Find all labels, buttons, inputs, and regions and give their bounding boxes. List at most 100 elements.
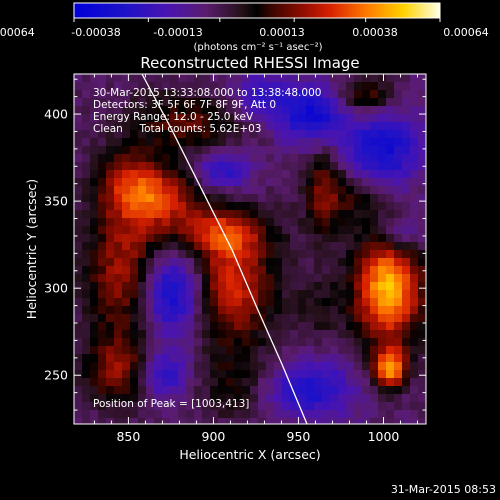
heatmap-cell [154, 306, 163, 315]
heatmap-cell [122, 290, 131, 299]
heatmap-cell [106, 386, 115, 395]
heatmap-cell [74, 322, 83, 331]
heatmap-cell [338, 394, 347, 403]
heatmap-cell [98, 274, 107, 283]
heatmap-cell [274, 130, 283, 139]
heatmap-cell [274, 378, 283, 387]
heatmap-cell [402, 370, 411, 379]
heatmap-cell [162, 410, 171, 419]
heatmap-cell [338, 362, 347, 371]
heatmap-cell [298, 130, 307, 139]
heatmap-cell [98, 202, 107, 211]
heatmap-cell [266, 410, 275, 419]
heatmap-cell [386, 154, 395, 163]
heatmap-cell [346, 114, 355, 123]
heatmap-cell [178, 362, 187, 371]
heatmap-cell [362, 258, 371, 267]
heatmap-cell [122, 362, 131, 371]
heatmap-cell [322, 82, 331, 91]
heatmap-cell [418, 298, 426, 307]
heatmap-cell [122, 90, 131, 99]
heatmap-cell [234, 194, 243, 203]
heatmap-cell [186, 306, 195, 315]
heatmap-cell [226, 378, 235, 387]
heatmap-cell [186, 106, 195, 115]
heatmap-cell [194, 114, 203, 123]
heatmap-cell [202, 186, 211, 195]
heatmap-cell [298, 346, 307, 355]
heatmap-cell [330, 178, 339, 187]
heatmap-cell [194, 330, 203, 339]
heatmap-cell [234, 370, 243, 379]
heatmap-cell [138, 98, 147, 107]
heatmap-cell [98, 194, 107, 203]
heatmap-cell [282, 354, 291, 363]
heatmap-cell [354, 394, 363, 403]
heatmap-cell [354, 346, 363, 355]
heatmap-cell [210, 74, 219, 83]
heatmap-cell [378, 418, 387, 424]
x-tick-label: 900 [202, 429, 226, 444]
heatmap-cell [162, 226, 171, 235]
heatmap-cell [106, 90, 115, 99]
heatmap-cell [74, 306, 83, 315]
heatmap-cell [306, 410, 315, 419]
heatmap-cell [226, 410, 235, 419]
heatmap-cell [282, 146, 291, 155]
heatmap-cell [346, 418, 355, 424]
heatmap-cell [170, 186, 179, 195]
heatmap-cell [306, 282, 315, 291]
heatmap-cell [114, 402, 123, 411]
heatmap-cell [354, 258, 363, 267]
heatmap-cell [402, 178, 411, 187]
heatmap-cell [266, 194, 275, 203]
heatmap-cell [322, 234, 331, 243]
heatmap-cell [346, 402, 355, 411]
heatmap-cell [410, 338, 419, 347]
heatmap-cell [418, 266, 426, 275]
heatmap-cell [322, 274, 331, 283]
heatmap-cell [386, 194, 395, 203]
heatmap-cell [226, 202, 235, 211]
heatmap-cell [242, 394, 251, 403]
heatmap-cell [218, 178, 227, 187]
heatmap-cell [266, 370, 275, 379]
heatmap-cell [82, 226, 91, 235]
heatmap-cell [154, 130, 163, 139]
heatmap-cell [306, 418, 315, 424]
heatmap-cell [138, 290, 147, 299]
heatmap-cell [266, 146, 275, 155]
heatmap-cell [162, 266, 171, 275]
heatmap-cell [74, 274, 83, 283]
heatmap-cell [178, 250, 187, 259]
heatmap-cell [306, 154, 315, 163]
heatmap-cell [282, 322, 291, 331]
heatmap-cell [82, 274, 91, 283]
heatmap-cell [178, 178, 187, 187]
heatmap-cell [98, 146, 107, 155]
heatmap-cell [242, 202, 251, 211]
heatmap-cell [314, 322, 323, 331]
heatmap-cell [74, 266, 83, 275]
heatmap-cell [146, 330, 155, 339]
heatmap-cell [306, 106, 315, 115]
heatmap-cell [194, 130, 203, 139]
heatmap-cell [138, 386, 147, 395]
heatmap-cell [74, 298, 83, 307]
heatmap-cell [418, 154, 426, 163]
heatmap-cell [138, 394, 147, 403]
heatmap-cell [186, 146, 195, 155]
heatmap-cell [354, 154, 363, 163]
heatmap-cell [138, 346, 147, 355]
heatmap-cell [114, 122, 123, 131]
heatmap-cell [146, 130, 155, 139]
heatmap-cell [266, 106, 275, 115]
heatmap-cell [346, 306, 355, 315]
heatmap-cell [346, 130, 355, 139]
heatmap-cell [418, 202, 426, 211]
heatmap-cell [90, 154, 99, 163]
heatmap-cell [234, 122, 243, 131]
heatmap-cell [338, 162, 347, 171]
heatmap-cell [394, 146, 403, 155]
